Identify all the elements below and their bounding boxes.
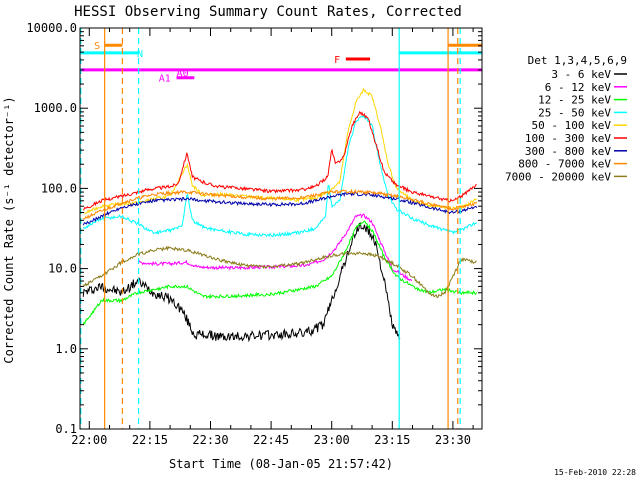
legend-label-7000-20000-kev: 7000 - 20000 keV [505, 170, 611, 183]
legend-label-3-6-kev: 3 - 6 keV [551, 68, 611, 81]
series-line-25-50-kev [82, 115, 478, 238]
y-tick-label: 10000.0 [26, 21, 77, 35]
y-tick-label: 100.0 [41, 181, 77, 195]
x-tick-label: 22:15 [132, 433, 168, 447]
flag-label-s: S [94, 41, 100, 52]
legend-label-25-50-kev: 25 - 50 keV [538, 106, 611, 119]
series-line-3-6-kev [82, 222, 401, 343]
legend-label-800-7000-kev: 800 - 7000 keV [518, 158, 611, 171]
series-line-300-800-kev [82, 190, 478, 226]
x-ticks: 22:00 22:15 22:30 22:45 23:00 23:15 23:30 [71, 28, 474, 447]
x-tick-label: 22:00 [71, 433, 107, 447]
footer-timestamp: 15-Feb-2010 22:28 [554, 468, 636, 477]
flag-label-n: N [137, 49, 143, 60]
y-axis-label: Corrected Count Rate (s⁻¹ detector⁻¹) [2, 96, 16, 363]
x-tick-label: 23:00 [314, 433, 350, 447]
x-tick-label: 22:45 [253, 433, 289, 447]
legend-label-50-100-kev: 50 - 100 keV [532, 119, 612, 132]
flag-label-a0: A0 [177, 68, 189, 79]
series-line-7000-20000-kev [83, 245, 477, 299]
series-line-6-12-kev [137, 213, 413, 282]
y-tick-label: 1000.0 [34, 101, 77, 115]
x-tick-label: 23:30 [435, 433, 471, 447]
x-tick-label: 22:30 [192, 433, 228, 447]
flag-bars: S N A0 A1 F [80, 41, 482, 85]
legend-label-300-800-kev: 300 - 800 keV [525, 145, 611, 158]
series-line-50-100-kev [83, 87, 477, 215]
legend-header: Det 1,3,4,5,6,9 [528, 54, 627, 67]
flag-label-a1: A1 [159, 74, 171, 85]
x-axis-label: Start Time (08-Jan-05 21:57:42) [169, 457, 393, 471]
legend-label-100-300-kev: 100 - 300 keV [525, 132, 611, 145]
series-line-100-300-kev [82, 110, 477, 211]
y-tick-label: 1.0 [55, 342, 77, 356]
series-line-12-25-kev [82, 220, 478, 325]
flag-label-f: F [334, 55, 340, 66]
vertical-markers [80, 28, 461, 429]
y-ticks: 0.1 1.0 10.0 100.0 1000.0 10000.0 [26, 21, 482, 436]
legend-label-12-25-kev: 12 - 25 keV [538, 94, 611, 107]
series-lines [82, 87, 478, 343]
chart-title: HESSI Observing Summary Count Rates, Cor… [74, 4, 462, 20]
series-line-800-7000-kev [82, 188, 478, 220]
x-tick-label: 23:15 [374, 433, 410, 447]
legend-label-6-12-kev: 6 - 12 keV [545, 81, 612, 94]
y-tick-label: 10.0 [48, 262, 77, 276]
plot-frame [79, 27, 483, 430]
y-tick-label: 0.1 [55, 422, 77, 436]
